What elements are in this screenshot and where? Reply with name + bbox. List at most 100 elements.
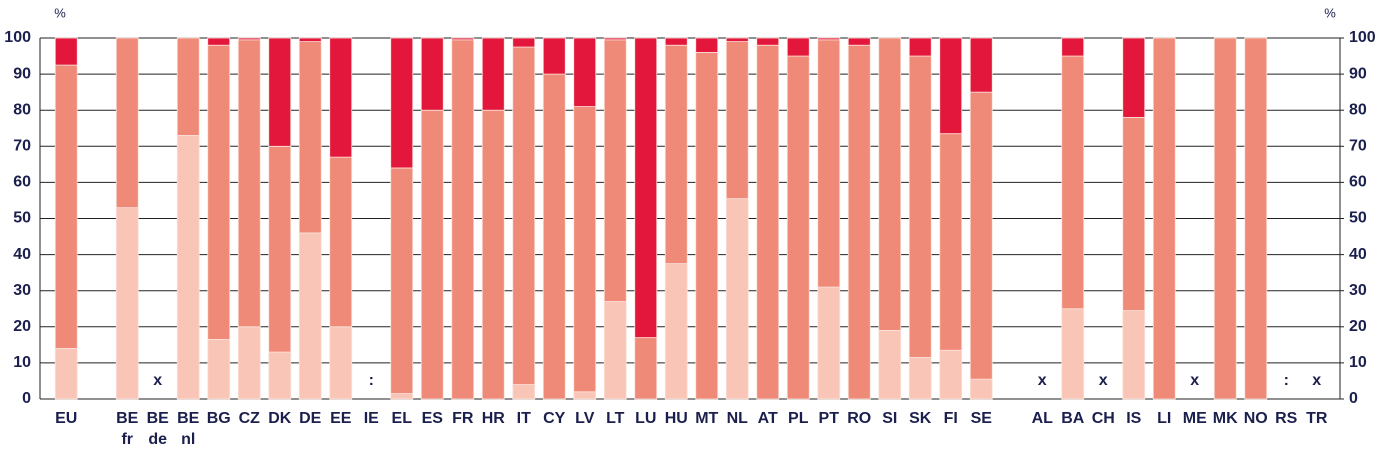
y2-tick-label: 30: [1349, 282, 1367, 299]
bar-segment: [451, 39, 475, 400]
x-tick-label: FR: [452, 410, 474, 427]
bar-segment: [817, 286, 841, 400]
bar-segment: [54, 64, 78, 349]
bar-segment: [847, 37, 871, 46]
bar-segment: [817, 37, 841, 41]
bar-segment: [298, 232, 322, 400]
bar-segment: [1213, 37, 1237, 400]
bar-segment: [512, 384, 536, 400]
x-tick-label: IE: [363, 410, 379, 427]
bar-segment: [573, 37, 597, 107]
x-tick-label: RO: [847, 410, 872, 427]
y-tick-label: 0: [22, 390, 31, 407]
y-tick-label: 100: [4, 29, 31, 46]
bar-segment: [969, 378, 993, 400]
missing-note: :: [369, 372, 374, 389]
y2-tick-label: 40: [1349, 246, 1367, 263]
bar-segment: [908, 55, 932, 358]
x-tick-label: BE nl: [177, 410, 200, 448]
x-tick-label: EU: [55, 410, 78, 427]
bar-segment: [634, 37, 658, 339]
bar-segment: [420, 109, 444, 400]
x-tick-label: AL: [1031, 410, 1053, 427]
bar-segment: [939, 133, 963, 351]
y-tick-label: 80: [13, 101, 31, 118]
bar-segment: [207, 339, 231, 400]
bar-segment: [207, 37, 231, 46]
bar-segment: [542, 37, 566, 75]
x-tick-label: FI: [943, 410, 958, 427]
bar-segment: [725, 41, 749, 200]
y2-tick-label: 10: [1349, 354, 1367, 371]
bar-segment: [298, 37, 322, 43]
y2-axis-label: %: [1324, 5, 1336, 20]
y-tick-label: 10: [13, 354, 31, 371]
missing-note: x: [153, 372, 162, 389]
missing-note: x: [1190, 372, 1199, 389]
bar-segment: [817, 39, 841, 288]
bar-segment: [420, 37, 444, 111]
x-tick-label: IS: [1126, 410, 1142, 427]
y-tick-label: 30: [13, 282, 31, 299]
x-tick-label: MT: [695, 410, 719, 427]
bar-segment: [115, 207, 139, 400]
x-tick-label: HR: [481, 410, 505, 427]
bar-segment: [695, 52, 719, 400]
bar-segment: [268, 37, 292, 147]
bar-segment: [878, 330, 902, 400]
x-tick-label: BG: [206, 410, 231, 427]
x-tick-label: LT: [606, 410, 625, 427]
bar-segment: [298, 41, 322, 234]
x-tick-label: AT: [757, 410, 778, 427]
bar-segment: [1122, 117, 1146, 311]
y-tick-label: 60: [13, 174, 31, 191]
bar-segment: [1152, 37, 1176, 400]
x-tick-label: CH: [1091, 410, 1115, 427]
x-tick-label: BE fr: [116, 410, 139, 448]
bar-segment: [481, 37, 505, 111]
bar-segment: [664, 263, 688, 400]
bar-segment: [908, 357, 932, 400]
bar-segment: [481, 109, 505, 400]
y2-tick-label: 80: [1349, 101, 1367, 118]
bar-segment: [786, 37, 810, 57]
bar-segment: [1244, 37, 1268, 400]
bar-segment: [390, 393, 414, 400]
bar-segment: [54, 348, 78, 400]
y2-tick-label: 0: [1349, 390, 1358, 407]
x-tick-label: SE: [970, 410, 992, 427]
x-tick-label: IT: [516, 410, 531, 427]
bar-segment: [695, 37, 719, 53]
y-tick-label: 90: [13, 65, 31, 82]
missing-note: x: [1099, 372, 1108, 389]
bar-segment: [329, 326, 353, 400]
bar-segment: [603, 37, 627, 41]
bar-segment: [634, 337, 658, 400]
y-axis-label: %: [54, 5, 66, 20]
x-tick-label: ME: [1182, 410, 1207, 427]
x-tick-label: BA: [1061, 410, 1085, 427]
bar-segment: [176, 37, 200, 136]
bar-segment: [1061, 55, 1085, 310]
y-tick-label: 40: [13, 246, 31, 263]
missing-note: x: [1038, 372, 1047, 389]
bar-segment: [573, 391, 597, 400]
bar-segment: [756, 44, 780, 400]
x-tick-label: PL: [788, 410, 809, 427]
x-tick-label: DE: [299, 410, 322, 427]
bar-segment: [664, 37, 688, 46]
missing-note: :: [1284, 372, 1289, 389]
bar-segment: [1061, 37, 1085, 57]
bar-segment: [268, 145, 292, 353]
bar-segment: [725, 198, 749, 400]
x-tick-label: CZ: [238, 410, 260, 427]
bar-segment: [237, 37, 261, 41]
x-tick-label: LU: [635, 410, 657, 427]
bar-segment: [268, 351, 292, 400]
x-tick-label: TR: [1306, 410, 1328, 427]
bar-segment: [908, 37, 932, 57]
bar-segment: [725, 37, 749, 43]
bar-segment: [115, 37, 139, 209]
bar-segment: [1122, 310, 1146, 400]
